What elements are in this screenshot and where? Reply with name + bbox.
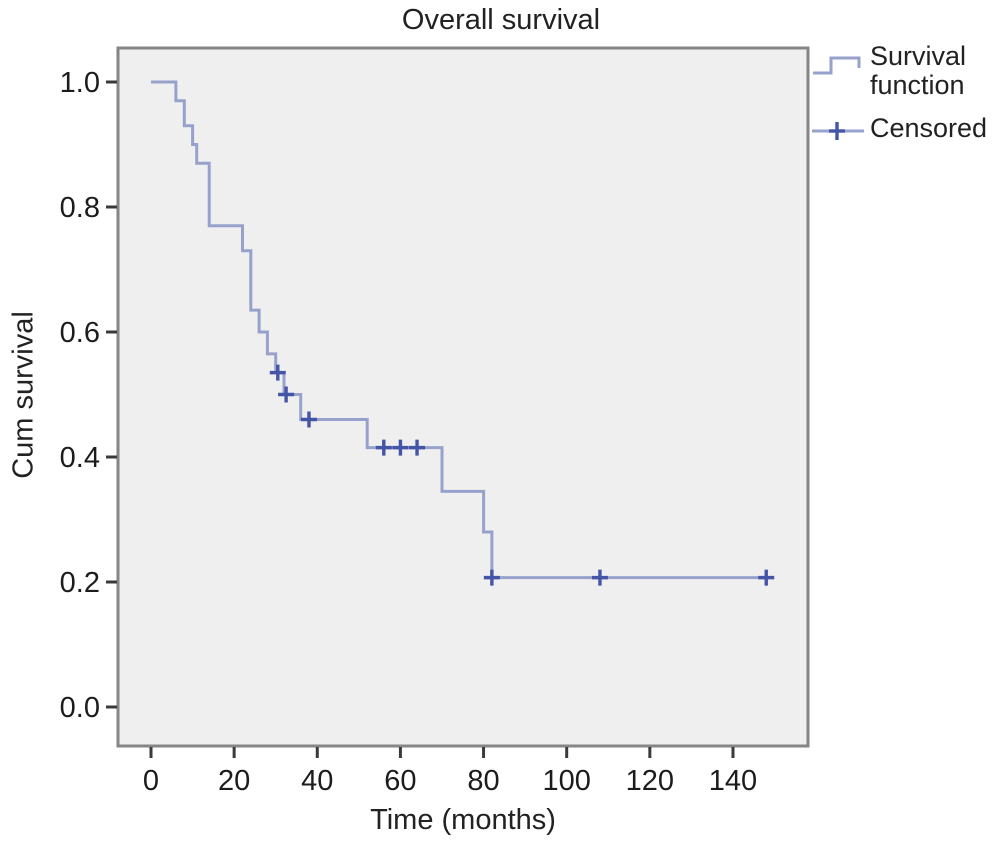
legend-item-censored: Censored <box>812 114 1000 148</box>
step-line-icon <box>813 56 861 75</box>
legend-item-survival-function: Survival function <box>812 41 1000 101</box>
y-tick-label: 0.4 <box>60 442 100 474</box>
x-tick-label: 60 <box>384 765 416 797</box>
y-axis-title: Cum survival <box>7 311 40 479</box>
x-tick-label: 20 <box>218 765 250 797</box>
legend-label-survival-function: Survival function <box>870 41 967 101</box>
plot-area <box>116 46 810 748</box>
y-tick-label: 0.8 <box>60 192 100 224</box>
legend: Survival function Censored <box>812 41 1000 162</box>
x-tick-label: 120 <box>626 765 674 797</box>
x-tick-label: 40 <box>301 765 333 797</box>
x-tick-label: 140 <box>709 765 757 797</box>
legend-label-censored: Censored <box>870 113 988 144</box>
survival-curve <box>151 80 771 580</box>
x-axis-title: Time (months) <box>370 804 556 836</box>
y-tick-label: 0.2 <box>60 567 100 599</box>
chart-title: Overall survival <box>401 4 601 36</box>
y-tick-label: 0.6 <box>60 317 100 349</box>
y-tick-label: 0.0 <box>60 692 100 724</box>
plus-marker-icon <box>812 122 864 141</box>
x-tick-label: 0 <box>143 765 159 797</box>
x-tick-label: 80 <box>467 765 499 797</box>
y-tick-label: 1.0 <box>60 67 100 99</box>
x-tick-label: 100 <box>543 765 591 797</box>
